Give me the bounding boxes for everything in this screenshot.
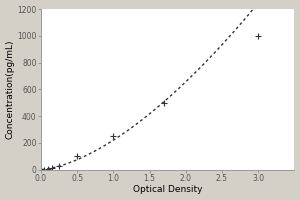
X-axis label: Optical Density: Optical Density (133, 185, 202, 194)
Y-axis label: Concentration(pg/mL): Concentration(pg/mL) (6, 40, 15, 139)
